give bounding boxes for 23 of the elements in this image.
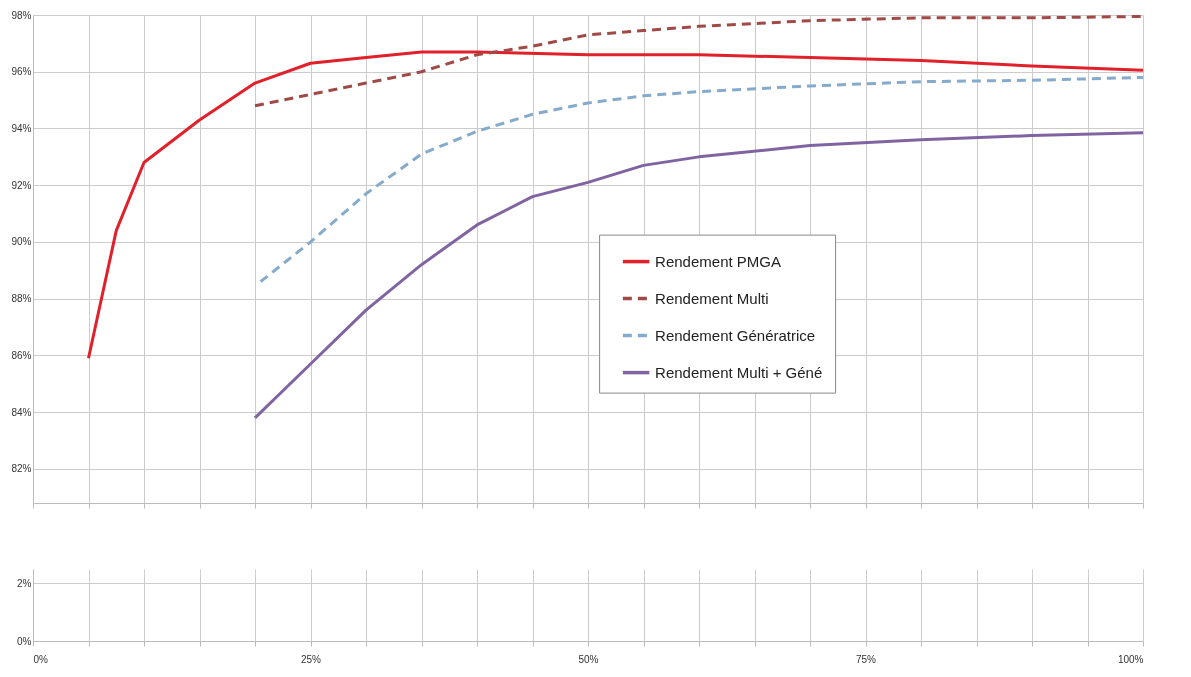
- y-tick-label: 86%: [11, 349, 32, 361]
- y-tick-label: 88%: [11, 293, 32, 305]
- y-tick-label: 92%: [11, 179, 32, 191]
- x-tick-label: 0%: [33, 653, 49, 665]
- legend-label: Rendement Multi + Géné: [655, 363, 823, 381]
- x-tick-label: 100%: [1117, 653, 1144, 665]
- y-tick-label: 82%: [11, 463, 32, 475]
- x-tick-label: 75%: [855, 653, 877, 665]
- x-tick-label: 25%: [300, 653, 322, 665]
- y-tick-label: 94%: [11, 122, 32, 134]
- legend-label: Rendement Multi: [655, 289, 769, 307]
- x-tick-label: 50%: [578, 653, 599, 665]
- legend-label: Rendement PMGA: [655, 252, 781, 270]
- y-tick-label: 90%: [11, 236, 32, 248]
- line-series: [87, 50, 1145, 360]
- y-tick-label: 2%: [17, 577, 32, 589]
- y-tick-label: 0%: [17, 635, 32, 647]
- y-tick-label: 84%: [11, 406, 32, 418]
- legend-label: Rendement Génératrice: [655, 326, 816, 344]
- line-series: [253, 131, 1145, 420]
- y-tick-label: 98%: [11, 9, 32, 21]
- y-tick-label: 96%: [11, 66, 32, 78]
- line-series: [259, 75, 1145, 284]
